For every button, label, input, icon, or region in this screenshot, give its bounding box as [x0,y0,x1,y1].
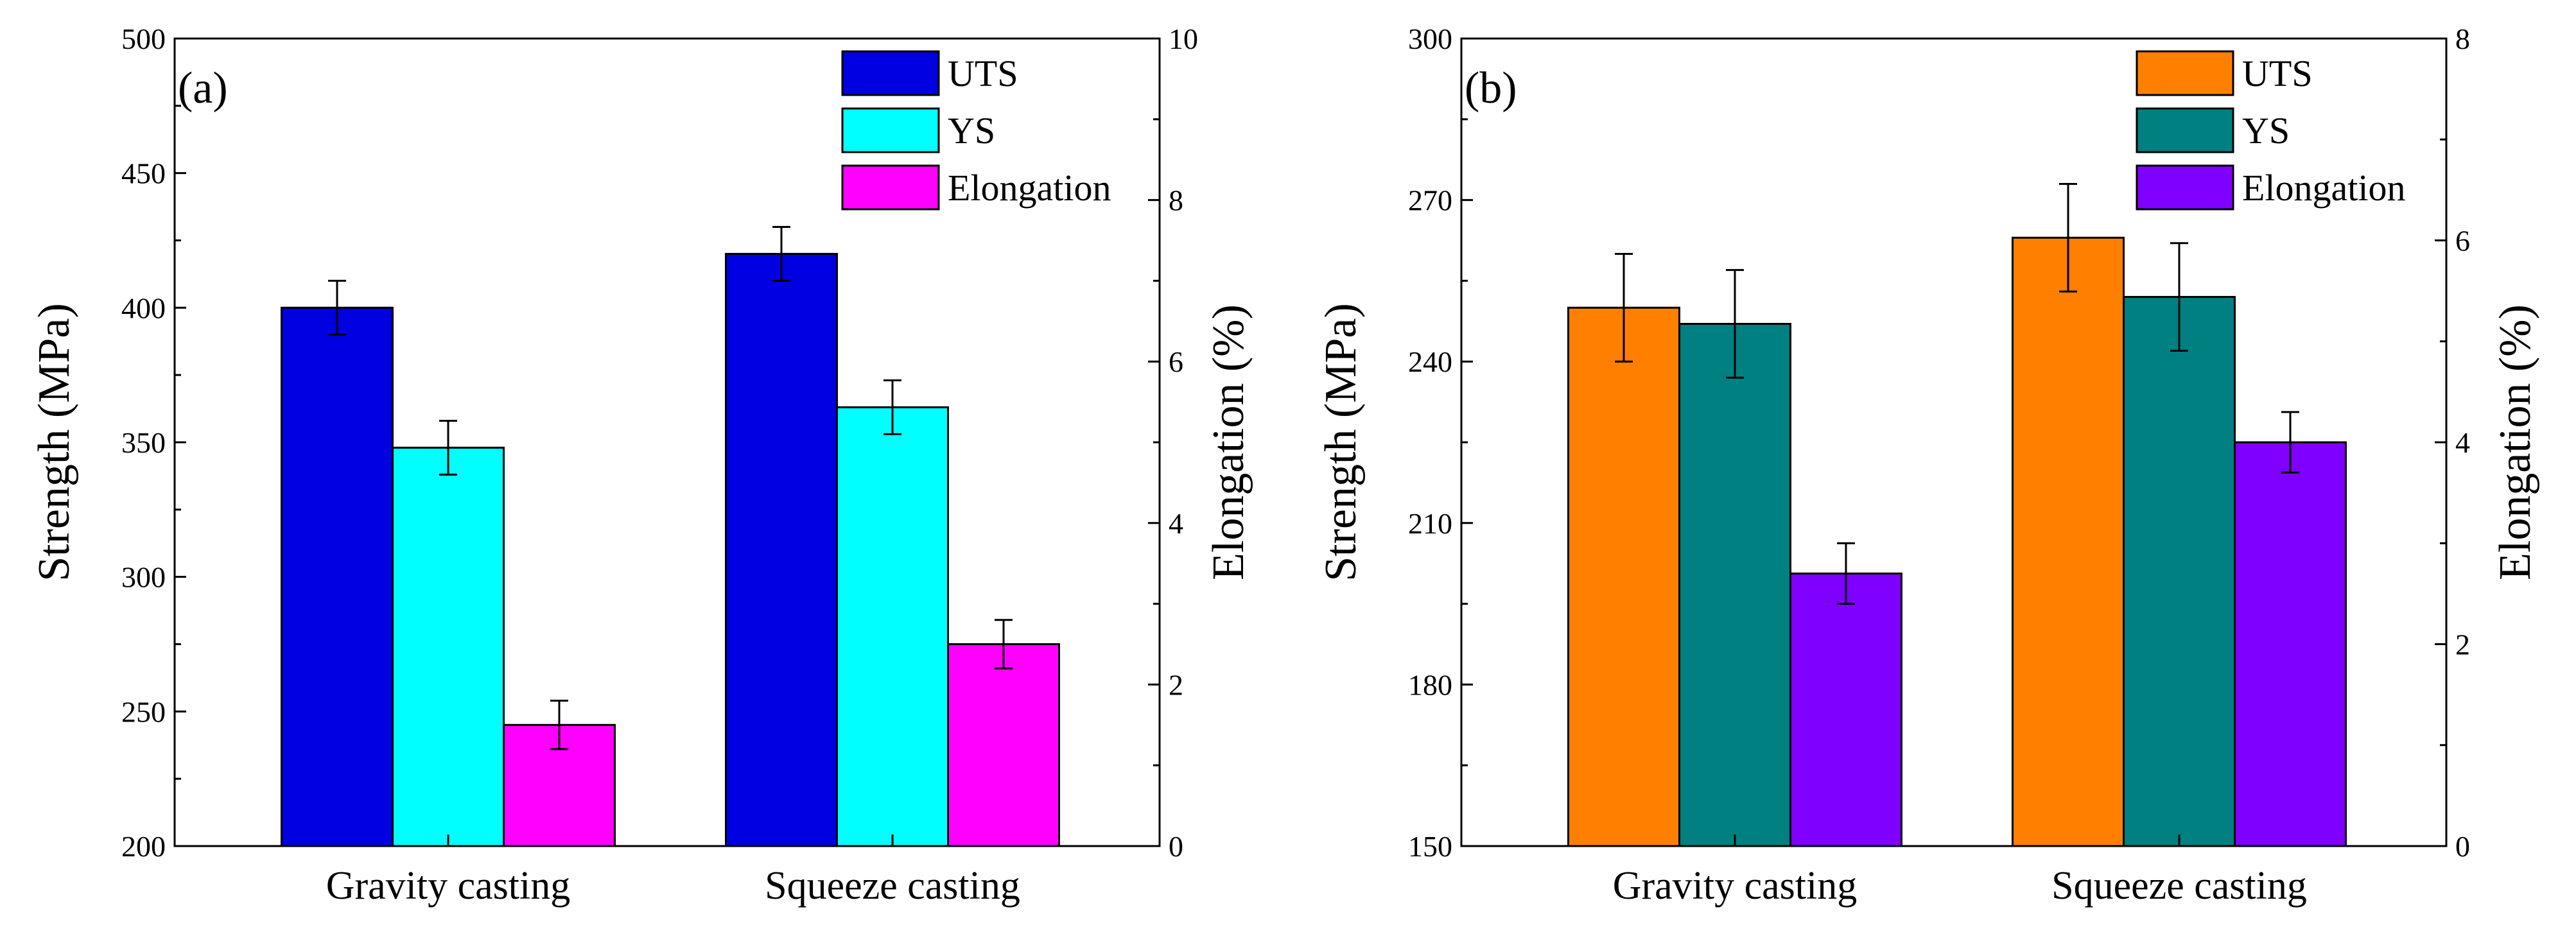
y-tick-label: 250 [121,695,166,728]
y2-axis-title: Elongation (%) [1204,304,1253,580]
x-tick-label: Squeeze casting [2051,864,2307,908]
y2-tick-label: 10 [1169,22,1198,55]
y2-tick-label: 2 [1169,668,1183,701]
y2-axis-title: Elongation (%) [2491,304,2540,580]
panel-label: (b) [1465,64,1517,113]
bar-uts-1 [281,306,394,847]
legend-swatch-elongation [2136,164,2234,211]
legend-swatch-uts [841,50,940,96]
y2-tick-label: 6 [2455,225,2470,257]
chart-panel-a: 200 250 300 350 400 450 500 0 2 4 6 8 10 Gravity cast… [30,22,1253,908]
y-tick-label: 200 [121,830,166,863]
bar-uts-2 [2012,236,2125,847]
bar-uts-1 [1567,306,1680,847]
y-tick-label: 270 [1408,184,1452,217]
legend-swatch-uts [2136,50,2234,96]
bar-ys-2 [836,406,949,847]
y-tick-label: 500 [121,22,166,55]
y-tick-label: 210 [1408,507,1452,540]
y-tick-label: 300 [121,561,166,594]
bar-elongation-2 [947,643,1060,847]
legend-label-uts: UTS [2242,53,2313,94]
chart-panel-b: 150 180 210 240 270 300 0 2 4 6 8 Gravity casting Sq… [1316,22,2540,908]
y-tick-label: 450 [121,157,166,190]
y-tick-label: 180 [1408,668,1452,701]
legend-label-ys: YS [2242,110,2290,151]
y-axis-title: Strength (MPa) [30,303,79,582]
y-tick-label: 300 [1408,22,1452,55]
x-tick-label: Gravity casting [326,864,571,908]
y-axis-title: Strength (MPa) [1316,303,1366,582]
y-tick-label: 150 [1408,830,1452,863]
y2-tick-label: 8 [2455,22,2470,55]
x-tick-label: Gravity casting [1613,864,1858,908]
y2-tick-label: 0 [1169,830,1183,863]
legend-label-uts: UTS [948,53,1018,94]
y-tick-label: 400 [121,291,166,324]
bar-elongation-1 [1789,572,1902,847]
x-tick-label: Squeeze casting [765,864,1020,908]
y2-tick-label: 8 [1169,184,1183,217]
legend-swatch-ys [2136,107,2234,153]
y2-tick-label: 0 [2455,830,2470,863]
y2-tick-label: 6 [1169,345,1183,378]
legend-label-elongation: Elongation [948,167,1111,209]
panel-label: (a) [178,64,228,113]
bar-ys-2 [2123,296,2236,847]
y-tick-label: 240 [1408,345,1452,378]
legend-swatch-ys [841,107,940,153]
legend-label-ys: YS [948,110,995,151]
legend-swatch-elongation [841,164,940,211]
y2-tick-label: 4 [1169,507,1183,540]
bar-ys-1 [1678,322,1791,847]
y2-tick-label: 2 [2455,628,2470,661]
y-tick-label: 350 [121,426,166,459]
y2-tick-label: 4 [2455,426,2470,459]
legend-label-elongation: Elongation [2242,167,2406,209]
bar-ys-1 [392,446,505,847]
bar-elongation-2 [2234,441,2347,847]
bar-uts-2 [725,252,838,847]
